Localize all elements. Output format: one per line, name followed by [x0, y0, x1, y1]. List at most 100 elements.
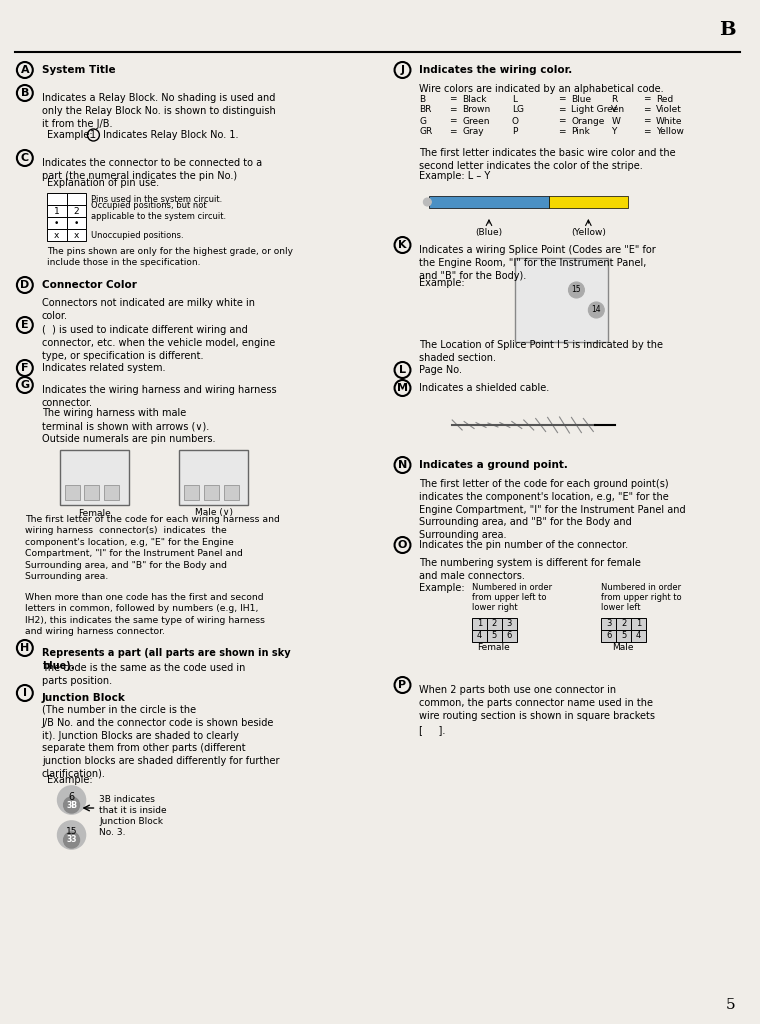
Text: I: I	[23, 688, 27, 698]
Text: O: O	[511, 117, 519, 126]
Text: 6: 6	[507, 632, 512, 640]
Text: H: H	[21, 643, 30, 653]
Text: 6: 6	[606, 632, 611, 640]
Text: L: L	[511, 94, 517, 103]
Bar	[549, 196, 628, 208]
Text: Connector Color: Connector Color	[42, 280, 137, 290]
Bar	[46, 217, 67, 229]
Text: G: G	[420, 117, 426, 126]
Text: from upper right to: from upper right to	[601, 594, 682, 602]
Text: Red: Red	[656, 94, 673, 103]
Text: W: W	[611, 117, 620, 126]
Text: Indicates a shielded cable.: Indicates a shielded cable.	[420, 383, 549, 393]
Bar	[472, 618, 487, 630]
Text: (  ) is used to indicate different wiring and
connector, etc. when the vehicle m: ( ) is used to indicate different wiring…	[42, 325, 275, 361]
Text: Example:: Example:	[420, 278, 465, 288]
Text: B: B	[420, 94, 426, 103]
Text: (The number in the circle is the
J/B No. and the connector code is shown beside
: (The number in the circle is the J/B No.…	[42, 705, 279, 779]
Bar	[223, 485, 239, 500]
Text: Example:: Example:	[420, 583, 465, 593]
Text: Light Green: Light Green	[572, 105, 625, 115]
FancyBboxPatch shape	[515, 258, 608, 342]
Text: from upper left to: from upper left to	[472, 594, 546, 602]
FancyBboxPatch shape	[59, 450, 129, 505]
Text: System Title: System Title	[42, 65, 116, 75]
Text: The numbering system is different for female
and male connectors.: The numbering system is different for fe…	[420, 558, 641, 581]
Text: =: =	[449, 94, 457, 103]
Text: 14: 14	[591, 305, 601, 314]
Text: Unoccupied positions.: Unoccupied positions.	[91, 230, 184, 240]
Text: Green: Green	[462, 117, 489, 126]
Text: =: =	[559, 105, 566, 115]
Text: =: =	[643, 117, 651, 126]
Text: Blue: Blue	[572, 94, 591, 103]
Text: G: G	[21, 380, 30, 390]
Text: The pins shown are only for the highest grade, or only
include those in the spec: The pins shown are only for the highest …	[46, 247, 293, 267]
Text: The first letter of the code for each wiring harness and
wiring harness  connect: The first letter of the code for each wi…	[25, 515, 280, 582]
Text: When 2 parts both use one connector in
common, the parts connector name used in : When 2 parts both use one connector in c…	[420, 685, 655, 734]
Bar	[616, 618, 631, 630]
Bar	[487, 618, 502, 630]
Text: 2: 2	[492, 620, 497, 629]
Text: (Blue): (Blue)	[476, 227, 502, 237]
Text: 33: 33	[66, 836, 77, 845]
Text: R: R	[611, 94, 617, 103]
Text: 2: 2	[621, 620, 626, 629]
Text: 4: 4	[477, 632, 482, 640]
Text: The first letter indicates the basic wire color and the
second letter indicates : The first letter indicates the basic wir…	[420, 148, 676, 171]
Bar	[616, 630, 631, 642]
Circle shape	[58, 786, 85, 814]
Text: Gray: Gray	[462, 128, 484, 136]
Text: =: =	[449, 117, 457, 126]
Text: =: =	[643, 105, 651, 115]
Circle shape	[64, 831, 80, 848]
Bar	[67, 229, 87, 241]
Text: C: C	[21, 153, 29, 163]
Bar	[65, 485, 80, 500]
Text: Indicates related system.: Indicates related system.	[42, 362, 165, 373]
Text: 15: 15	[66, 827, 78, 837]
Text: Yellow: Yellow	[656, 128, 684, 136]
Text: Female: Female	[477, 643, 510, 652]
Text: x: x	[54, 230, 59, 240]
Text: Represents a part (all parts are shown in sky
blue).: Represents a part (all parts are shown i…	[42, 648, 290, 671]
Text: 5: 5	[492, 632, 497, 640]
Text: Example:: Example:	[46, 775, 92, 785]
Text: Indicates a wiring Splice Point (Codes are "E" for
the Engine Room, "I" for the : Indicates a wiring Splice Point (Codes a…	[420, 245, 656, 282]
FancyBboxPatch shape	[179, 450, 249, 505]
Text: Indicates a Relay Block. No shading is used and
only the Relay Block No. is show: Indicates a Relay Block. No shading is u…	[42, 93, 275, 129]
Text: =: =	[559, 128, 566, 136]
Bar	[204, 485, 219, 500]
Text: =: =	[449, 128, 457, 136]
Circle shape	[423, 198, 432, 206]
Text: K: K	[398, 240, 407, 250]
Text: LG: LG	[511, 105, 524, 115]
Bar	[67, 217, 87, 229]
Text: 3B: 3B	[66, 801, 77, 810]
Text: Indicates Relay Block No. 1.: Indicates Relay Block No. 1.	[103, 130, 239, 140]
Text: Y: Y	[611, 128, 616, 136]
Text: 2: 2	[74, 207, 79, 215]
Text: 5: 5	[726, 998, 736, 1012]
Text: =: =	[449, 105, 457, 115]
Text: When more than one code has the first and second
letters in common, followed by : When more than one code has the first an…	[25, 593, 264, 636]
Text: P: P	[398, 680, 407, 690]
Text: Connectors not indicated are milky white in
color.: Connectors not indicated are milky white…	[42, 298, 255, 322]
Bar	[502, 618, 517, 630]
Text: Orange: Orange	[572, 117, 605, 126]
Text: 1: 1	[90, 130, 97, 140]
Text: 6: 6	[68, 792, 74, 802]
Text: Page No.: Page No.	[420, 365, 462, 375]
Text: •: •	[54, 218, 59, 227]
Bar	[631, 618, 646, 630]
Bar	[631, 630, 646, 642]
Text: B: B	[719, 22, 736, 39]
Text: A: A	[21, 65, 29, 75]
Text: =: =	[559, 117, 566, 126]
Text: lower left: lower left	[601, 603, 641, 612]
Text: V: V	[611, 105, 617, 115]
Text: BR: BR	[420, 105, 432, 115]
Text: Black: Black	[462, 94, 486, 103]
Text: B: B	[21, 88, 29, 98]
Text: Indicates the pin number of the connector.: Indicates the pin number of the connecto…	[420, 540, 629, 550]
